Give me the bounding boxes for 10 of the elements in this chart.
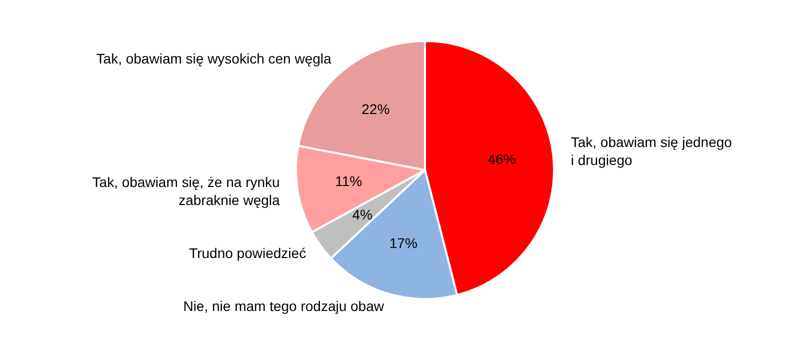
data-label: 22% <box>362 101 390 118</box>
data-label: 46% <box>488 151 516 168</box>
data-label: 11% <box>335 172 362 189</box>
slice-label: Tak, obawiam się jednego i drugiego <box>570 134 732 168</box>
data-label: 4% <box>352 206 372 222</box>
slice-label: Trudno powiedzieć <box>189 244 306 261</box>
data-label: 17% <box>389 235 418 252</box>
slice-label: Tak, obawiam się wysokich cen węgla <box>96 50 332 67</box>
slice-label: Nie, nie mam tego rodzaju obaw <box>183 298 385 314</box>
slice-label: Tak, obawiam się, że na rynku zabraknie węgla <box>92 174 280 208</box>
